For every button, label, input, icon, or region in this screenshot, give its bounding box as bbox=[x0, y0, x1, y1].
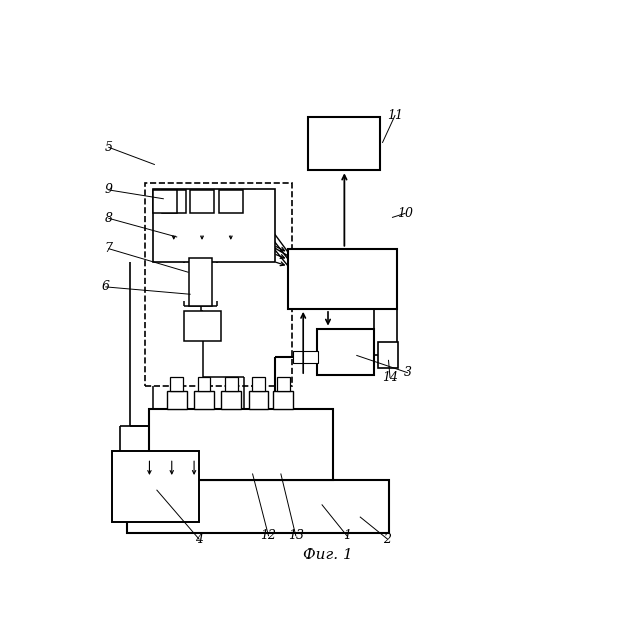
Bar bbox=[317, 329, 374, 375]
Bar bbox=[184, 312, 221, 341]
Bar bbox=[189, 258, 212, 307]
Bar bbox=[308, 118, 380, 170]
Text: 13: 13 bbox=[288, 529, 304, 542]
Text: 3: 3 bbox=[403, 366, 412, 379]
Text: 7: 7 bbox=[105, 242, 113, 255]
Bar bbox=[221, 391, 241, 410]
Bar bbox=[162, 190, 186, 214]
Text: Фиг. 1: Фиг. 1 bbox=[303, 548, 353, 562]
Text: 6: 6 bbox=[102, 280, 110, 293]
Text: 4: 4 bbox=[195, 532, 203, 546]
Text: 8: 8 bbox=[105, 212, 113, 225]
Text: 12: 12 bbox=[260, 529, 276, 542]
Bar bbox=[167, 391, 187, 410]
Bar bbox=[127, 480, 388, 533]
Text: 14: 14 bbox=[382, 371, 398, 384]
Bar bbox=[219, 190, 243, 214]
Bar bbox=[170, 377, 183, 391]
Bar bbox=[150, 410, 333, 480]
Bar bbox=[190, 190, 214, 214]
Bar bbox=[378, 342, 399, 368]
Bar bbox=[273, 391, 293, 410]
Bar bbox=[277, 377, 290, 391]
Bar bbox=[288, 249, 397, 309]
Bar bbox=[194, 391, 214, 410]
Bar bbox=[225, 377, 237, 391]
Bar bbox=[112, 451, 199, 522]
Text: 10: 10 bbox=[397, 207, 413, 220]
Text: 2: 2 bbox=[383, 532, 392, 546]
Bar bbox=[293, 350, 318, 363]
Bar bbox=[249, 391, 269, 410]
Bar bbox=[154, 189, 275, 263]
Text: 5: 5 bbox=[105, 141, 113, 154]
Text: 1: 1 bbox=[343, 529, 351, 542]
Text: 11: 11 bbox=[387, 109, 403, 122]
Bar bbox=[154, 190, 177, 214]
Bar bbox=[198, 377, 211, 391]
Text: 9: 9 bbox=[105, 183, 113, 197]
Bar bbox=[145, 183, 292, 386]
Bar bbox=[252, 377, 265, 391]
